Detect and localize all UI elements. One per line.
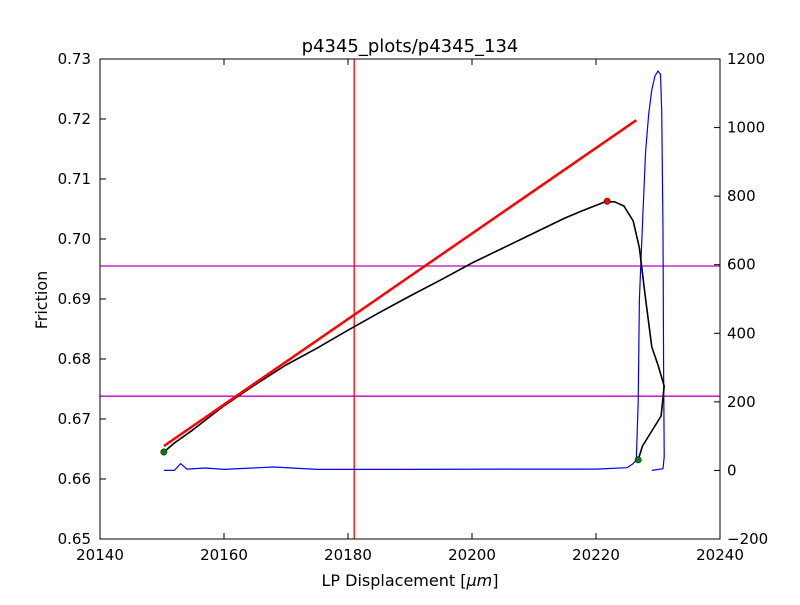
- y-tick-label: 0.66: [58, 470, 91, 488]
- y-axis-label: Friction: [32, 271, 51, 330]
- marker-1: [634, 456, 642, 464]
- x-tick-label: 20160: [200, 546, 248, 564]
- x-tick-label: 20180: [324, 546, 372, 564]
- x-tick-label: 20200: [448, 546, 496, 564]
- plot-area: [99, 58, 721, 540]
- y-tick-label: 0.71: [58, 170, 91, 188]
- series-friction-line: [163, 201, 665, 461]
- y2-tick-label: 0: [727, 461, 737, 479]
- x-axis-label-main: LP Displacement [: [322, 571, 467, 590]
- x-tick-label: 20140: [76, 546, 124, 564]
- y-tick-label: 0.72: [58, 110, 91, 128]
- axis-ticks: 20140 20160 20180 20200 20220 20240 0.65 0.66 0.…: [58, 50, 769, 564]
- x-tick-label: 20240: [696, 546, 744, 564]
- y-tick-label: 0.68: [58, 350, 91, 368]
- y-tick-label: 0.67: [58, 410, 91, 428]
- y2-tick-label: 1000: [727, 119, 765, 137]
- marker-0: [160, 448, 168, 456]
- y-tick-label: 0.69: [58, 290, 91, 308]
- y-tick-label: 0.65: [58, 530, 91, 548]
- x-axis-label-unit: μm: [465, 571, 492, 590]
- y-tick-label: 0.73: [58, 50, 91, 68]
- y2-tick-label: 400: [727, 324, 756, 342]
- y2-tick-label: −200: [727, 530, 768, 548]
- data-layer: [100, 59, 720, 539]
- y2-tick-label: 600: [727, 256, 756, 274]
- marker-2: [603, 197, 611, 205]
- series-secondary-line: [163, 70, 665, 471]
- x-tick-label: 20220: [572, 546, 620, 564]
- x-axis-label: LP Displacement [μm]: [322, 571, 499, 590]
- y-tick-label: 0.70: [58, 230, 91, 248]
- x-axis-label-close: ]: [492, 571, 498, 590]
- y2-tick-label: 1200: [727, 50, 765, 68]
- fit-line: [163, 119, 638, 448]
- chart-title: p4345_plots/p4345_134: [302, 36, 519, 57]
- y2-tick-label: 200: [727, 393, 756, 411]
- y2-tick-label: 800: [727, 187, 756, 205]
